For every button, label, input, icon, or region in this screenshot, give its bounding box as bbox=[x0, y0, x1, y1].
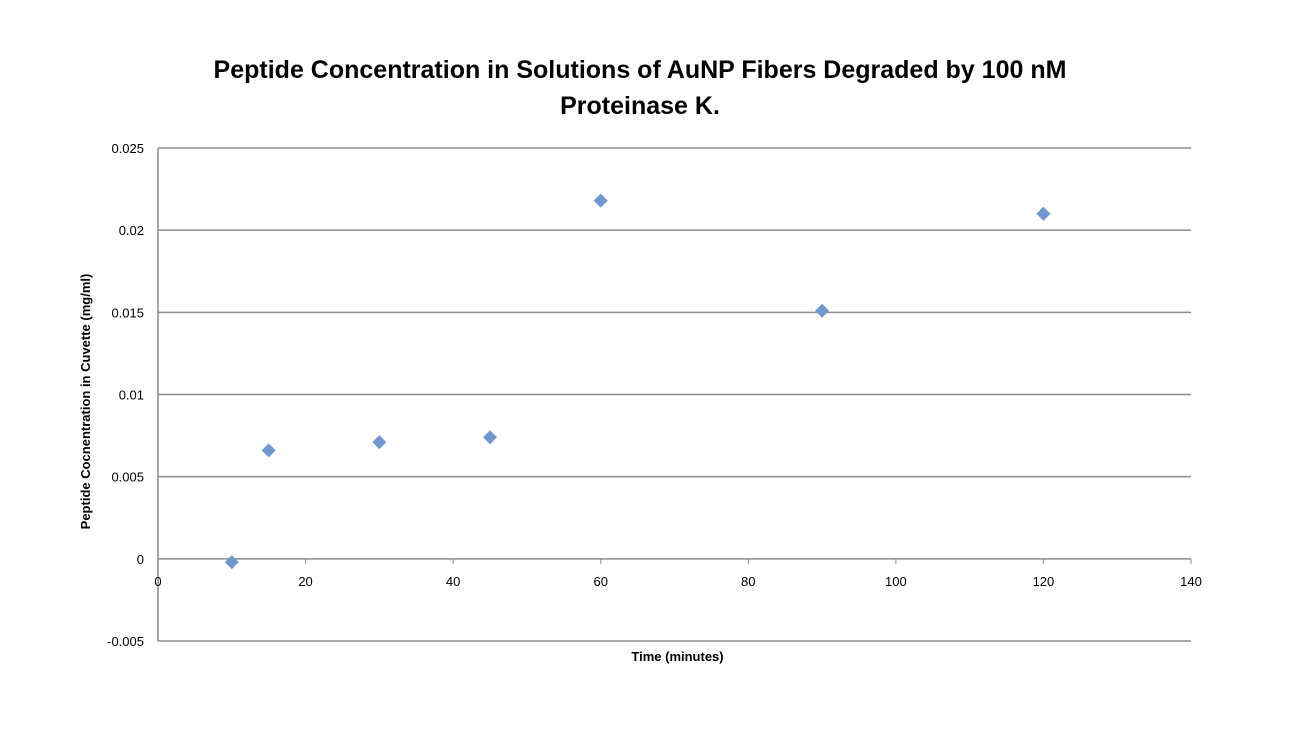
y-axis-title: Peptide Cocnentration in Cuvette (mg/ml) bbox=[78, 274, 93, 530]
x-axis-title: Time (minutes) bbox=[631, 649, 723, 664]
chart-title-line-1: Peptide Concentration in Solutions of Au… bbox=[213, 56, 1067, 84]
data-points bbox=[224, 193, 1051, 570]
y-tick-label: 0.005 bbox=[111, 470, 144, 485]
x-tick-label: 140 bbox=[1180, 574, 1202, 589]
y-tick-label: 0.025 bbox=[111, 141, 144, 156]
chart-title-line-2: Proteinase K. bbox=[560, 92, 720, 120]
data-point bbox=[1036, 206, 1051, 221]
x-tick-label: 0 bbox=[154, 574, 161, 589]
x-tick-label: 20 bbox=[298, 574, 312, 589]
gridlines bbox=[158, 147, 1191, 642]
x-tick-label: 100 bbox=[885, 574, 907, 589]
y-tick-label: 0.01 bbox=[119, 388, 144, 403]
x-tick-label: 40 bbox=[446, 574, 460, 589]
data-point bbox=[224, 555, 239, 570]
x-tick-label: 80 bbox=[741, 574, 755, 589]
y-tick-label: -0.005 bbox=[107, 634, 144, 649]
data-point bbox=[372, 435, 387, 450]
data-point bbox=[261, 443, 276, 458]
data-point bbox=[593, 193, 608, 208]
chart-title: Peptide Concentration in Solutions of Au… bbox=[0, 52, 1280, 124]
tick-labels: 0.025 0.02 0.015 0.01 0.005 0 -0.005 0 20 40 60 80 1… bbox=[107, 141, 1202, 649]
x-tick-label: 120 bbox=[1033, 574, 1055, 589]
data-point bbox=[483, 430, 498, 445]
data-point bbox=[815, 303, 830, 318]
y-tick-label: 0.02 bbox=[119, 223, 144, 238]
axes bbox=[157, 148, 1192, 641]
y-tick-label: 0.015 bbox=[111, 305, 144, 320]
y-tick-label: 0 bbox=[137, 552, 144, 567]
x-tick-label: 60 bbox=[593, 574, 607, 589]
